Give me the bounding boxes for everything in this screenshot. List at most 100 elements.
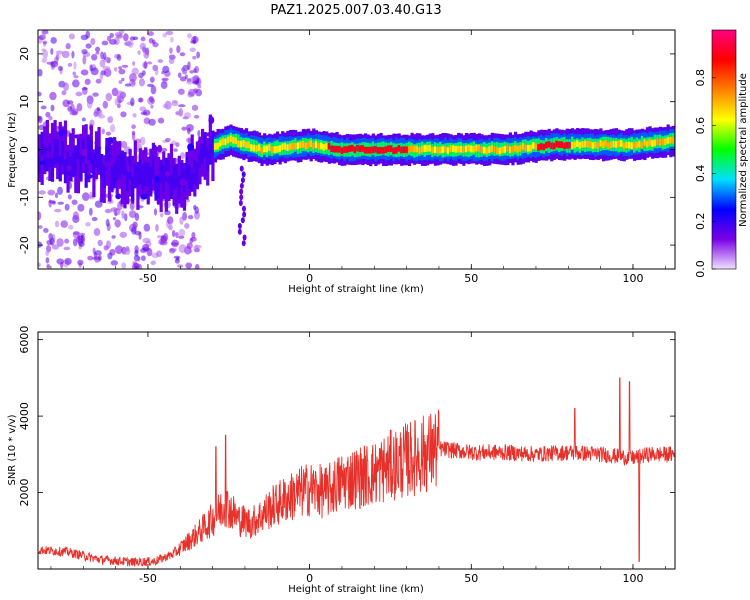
heatmap-cell: [498, 147, 502, 155]
heatmap-cell: [56, 238, 64, 247]
heatmap-cell: [114, 98, 119, 106]
spectrogram-panel: -50 0 50 100 -20 -10 0 10 20 Height of straight …: [7, 29, 676, 295]
heatmap-cell: [43, 146, 47, 171]
heatmap-cell: [61, 141, 65, 165]
heatmap-cell: [162, 103, 169, 109]
heatmap-cell: [635, 141, 639, 149]
heatmap-cell: [281, 143, 285, 151]
heatmap-cell: [85, 222, 91, 227]
heatmap-cell: [159, 159, 163, 184]
heatmap-cell: [63, 159, 68, 184]
heatmap-cell: [146, 247, 153, 257]
heatmap-cell: [146, 61, 153, 65]
heatmap-cell: [195, 161, 199, 186]
heatmap-cell: [648, 139, 652, 146]
heatmap-cell: [131, 176, 135, 201]
heatmap-cell: [89, 140, 93, 164]
heatmap-cell: [61, 90, 67, 96]
heatmap-cell: [182, 70, 188, 75]
heatmap-cell: [237, 228, 242, 235]
heatmap-cell: [100, 154, 104, 203]
heatmap-cell: [275, 145, 280, 153]
heatmap-cell: [164, 170, 170, 177]
heatmap-cell: [93, 228, 101, 237]
heatmap-cell: [77, 259, 84, 266]
heatmap-cell: [428, 144, 432, 152]
heatmap-cell: [38, 91, 42, 97]
heatmap-cell: [216, 142, 220, 150]
heatmap-cell: [54, 220, 60, 228]
heatmap-cell: [84, 78, 91, 85]
heatmap-cell: [50, 157, 55, 182]
heatmap-cell: [614, 141, 619, 148]
heatmap-cell: [157, 59, 164, 63]
heatmap-cell: [164, 157, 168, 182]
heatmap-cell: [187, 33, 193, 39]
heatmap-cell: [121, 64, 129, 68]
heatmap-cell: [45, 150, 51, 159]
heatmap-cell: [38, 148, 42, 173]
heatmap-cell: [159, 164, 163, 213]
heatmap-cell: [171, 239, 180, 248]
heatmap-cell: [72, 211, 79, 220]
heatmap-cell: [241, 205, 246, 212]
heatmap-cell: [40, 131, 44, 156]
heatmap-cell: [130, 97, 135, 107]
heatmap-cell: [557, 141, 562, 148]
heatmap-cell: [265, 145, 269, 153]
heatmap-cell: [47, 189, 56, 196]
heatmap-cell: [105, 240, 112, 249]
heatmap-cell: [177, 175, 181, 200]
heatmap-cell: [110, 260, 119, 266]
heatmap-cell: [94, 200, 103, 208]
heatmap-cell: [187, 61, 191, 71]
heatmap-cell: [131, 226, 137, 235]
heatmap-cell: [278, 145, 282, 153]
heatmap-cell: [124, 247, 131, 256]
heatmap-cell: [451, 145, 456, 153]
heatmap-cell: [156, 174, 161, 199]
heatmap-cell: [118, 80, 123, 84]
heatmap-cell: [570, 142, 575, 149]
heatmap-cell: [86, 99, 93, 109]
heatmap-cell: [139, 136, 146, 146]
heatmap-cell: [526, 144, 531, 152]
heatmap-cell: [98, 114, 106, 119]
heatmap-cell: [129, 73, 137, 83]
heatmap-cell: [159, 212, 164, 218]
heatmap-cell: [296, 142, 300, 150]
heatmap-cell: [79, 155, 83, 180]
heatmap-cell: [81, 192, 90, 201]
heatmap-cell: [239, 188, 244, 195]
heatmap-cell: [405, 146, 409, 154]
heatmap-cell: [120, 150, 124, 175]
heatmap-cell: [73, 61, 77, 70]
heatmap-cell: [111, 235, 116, 239]
heatmap-cell: [106, 35, 112, 42]
heatmap-cell: [179, 52, 186, 57]
heatmap-cell: [124, 213, 128, 222]
heatmap-cell: [338, 145, 342, 153]
heatmap-cell: [358, 145, 362, 153]
heatmap-cell: [164, 137, 171, 142]
heatmap-cell: [322, 143, 326, 151]
snr-x-tick-label: 0: [306, 572, 313, 585]
snr-series-line: [38, 377, 675, 567]
heatmap-cell: [38, 262, 41, 268]
heatmap-cell: [459, 145, 463, 153]
heatmap-cell: [74, 146, 78, 170]
heatmap-cell: [110, 166, 114, 191]
heatmap-cell: [247, 141, 251, 149]
heatmap-cell: [184, 112, 192, 119]
heatmap-cell: [131, 124, 136, 130]
heatmap-cell: [213, 143, 218, 150]
heatmap-cell: [150, 260, 156, 266]
heatmap-cell: [622, 142, 626, 150]
heatmap-cell: [120, 111, 127, 118]
spectrogram-x-tick-label: 0: [306, 272, 313, 285]
heatmap-cell: [60, 130, 68, 135]
heatmap-cell: [612, 140, 616, 148]
heatmap-cell: [127, 39, 134, 48]
heatmap-cell: [178, 228, 186, 237]
heatmap-cell: [658, 139, 663, 146]
